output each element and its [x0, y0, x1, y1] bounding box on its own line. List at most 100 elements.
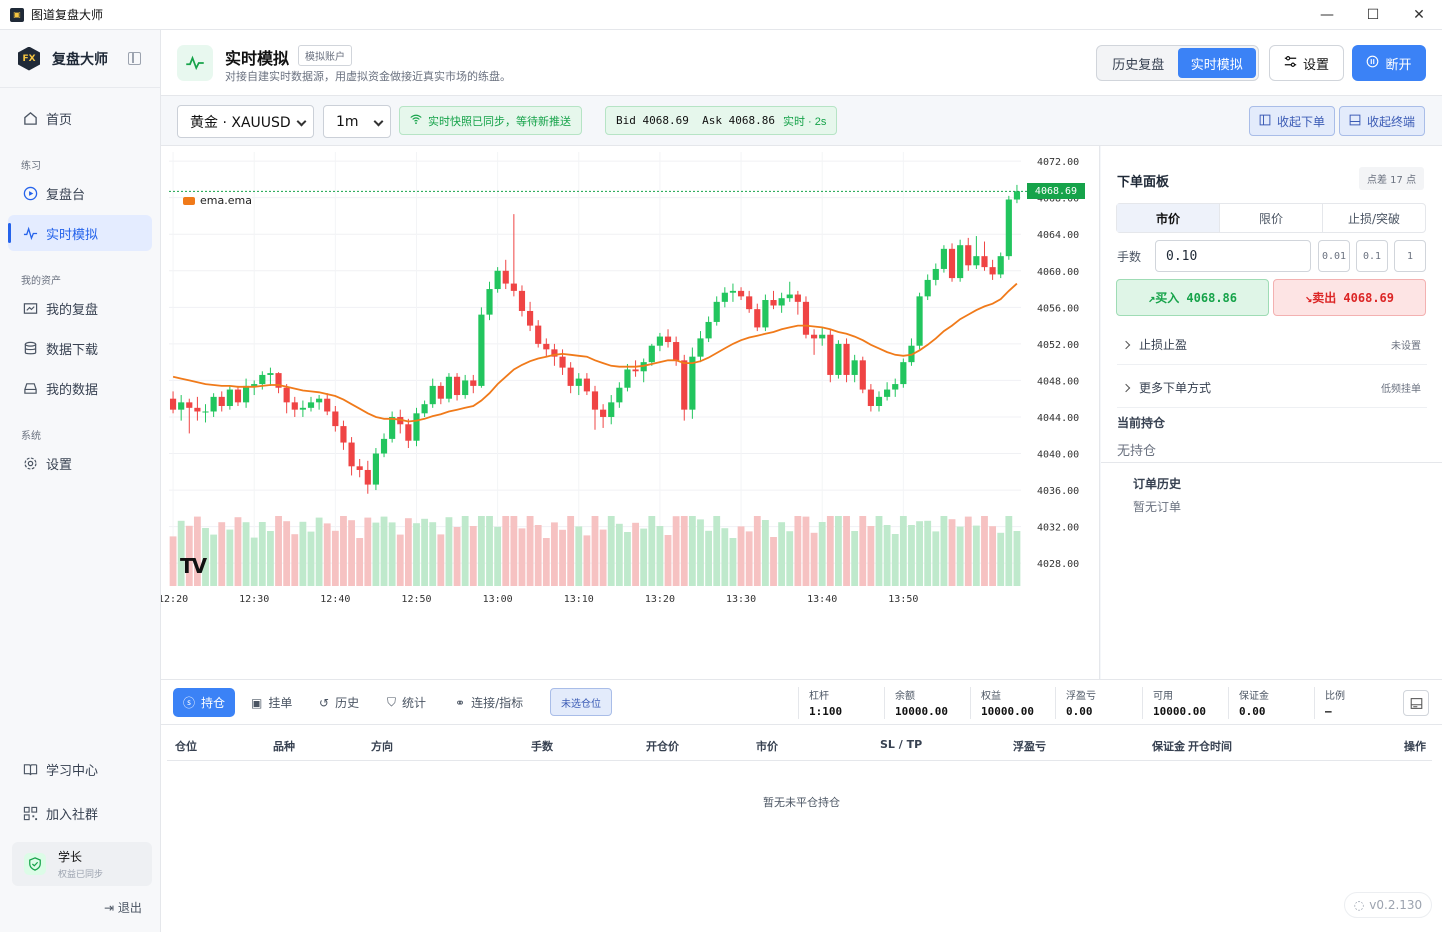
- tab-positions[interactable]: ⓢ 持仓: [173, 688, 236, 717]
- volume-bar: [218, 522, 226, 586]
- section-system: 系统: [21, 431, 41, 442]
- volume-bar: [648, 516, 656, 586]
- volume-bar: [526, 516, 534, 586]
- volume-bar: [453, 527, 461, 586]
- candle-body: [843, 343, 850, 375]
- spread-badge: 点差 17 点: [1359, 167, 1425, 190]
- current-position-title: 当前持仓: [1117, 416, 1166, 430]
- sidebar-item-settings[interactable]: 设置: [8, 445, 152, 481]
- volume-bar: [989, 526, 997, 586]
- volume-bar: [364, 517, 372, 586]
- volume-bar: [956, 526, 964, 586]
- tab-connect[interactable]: ⚭ 连接/指标: [445, 688, 533, 717]
- layout-icon[interactable]: [1403, 690, 1429, 716]
- maximize-button[interactable]: ☐: [1366, 7, 1380, 23]
- volume-bar: [688, 516, 696, 586]
- mode-history-button[interactable]: 历史复盘: [1112, 57, 1165, 73]
- ema-line: [172, 282, 1018, 423]
- tab-label: 连接/指标: [471, 696, 524, 710]
- candle-body: [243, 385, 250, 403]
- sidebar-item-my-replays[interactable]: 我的复盘: [8, 290, 152, 326]
- lot-step-001-button[interactable]: 0.01: [1318, 240, 1350, 272]
- order-history-empty: 暂无订单: [1133, 500, 1182, 514]
- collapse-order-button[interactable]: 收起下单: [1249, 106, 1335, 136]
- candle-body: [681, 360, 688, 410]
- volume-bar: [226, 529, 234, 586]
- candle-body: [754, 309, 761, 328]
- logout-button[interactable]: ⇥ 退出: [104, 899, 142, 916]
- buy-button[interactable]: ↗买入 4068.86: [1116, 279, 1269, 316]
- user-name: 学长: [58, 850, 83, 864]
- lot-input[interactable]: 0.10: [1155, 240, 1311, 272]
- sidebar-item-replay[interactable]: 复盘台: [8, 175, 152, 211]
- volume-bar: [705, 530, 713, 586]
- column-header: 操作: [1404, 740, 1426, 753]
- window-icon: ▣: [251, 695, 263, 710]
- volume-bar: [599, 529, 607, 586]
- minimize-button[interactable]: —: [1320, 7, 1334, 23]
- volume-bar: [916, 521, 923, 586]
- settings-button[interactable]: 设置: [1269, 45, 1344, 81]
- volume-bar: [421, 518, 429, 586]
- mode-live-button[interactable]: 实时模拟: [1177, 48, 1256, 78]
- close-button[interactable]: ✕: [1413, 7, 1425, 23]
- ask-value: 4068.86: [728, 114, 775, 127]
- tab-market[interactable]: 市价: [1117, 204, 1220, 232]
- price-chart[interactable]: 4072.00 4068.00 4064.00 4060.00 4056.00 4052.…: [161, 146, 1100, 679]
- volume-bar: [307, 531, 315, 586]
- sell-button[interactable]: ↘卖出 4068.69: [1273, 279, 1426, 316]
- column-header: 方向: [371, 740, 393, 753]
- volume-bar: [356, 538, 364, 586]
- candle-body: [445, 376, 453, 399]
- volume-bar: [1005, 516, 1013, 586]
- candle-body: [1005, 199, 1012, 257]
- lot-step-1-button[interactable]: 1: [1394, 240, 1426, 272]
- candle-body: [859, 360, 866, 390]
- tab-history[interactable]: ↺ 历史: [309, 688, 369, 717]
- volume-bar: [851, 531, 859, 586]
- volume-bar: [753, 516, 761, 586]
- stat-label: 杠杆: [809, 691, 829, 702]
- column-header: 保证金: [1152, 740, 1185, 753]
- user-card[interactable]: 学长 权益已同步: [12, 842, 152, 886]
- disconnect-button[interactable]: 断开: [1352, 45, 1426, 81]
- candle-body: [689, 356, 696, 410]
- volume-bar: [331, 530, 339, 586]
- sidebar-item-my-data[interactable]: 我的数据: [8, 370, 152, 406]
- sidebar-item-label: 首页: [46, 112, 73, 128]
- chart-canvas[interactable]: 4072.00 4068.00 4064.00 4060.00 4056.00 4052.…: [161, 146, 1100, 679]
- volume-bar: [997, 532, 1005, 586]
- sidebar-item-home[interactable]: 首页: [8, 100, 152, 136]
- volume-bar: [380, 516, 388, 586]
- sidebar-item-label: 我的复盘: [46, 302, 99, 318]
- sltp-row[interactable]: 止损止盈 未设置: [1117, 325, 1427, 365]
- order-type-tabs: 市价 限价 止损/突破: [1116, 203, 1426, 233]
- lot-step-01-button[interactable]: 0.1: [1356, 240, 1388, 272]
- more-orders-row[interactable]: 更多下单方式 低频挂单: [1117, 368, 1427, 408]
- symbol-select[interactable]: 黄金 · XAUUSD: [177, 105, 314, 138]
- volume-bar: [551, 522, 558, 586]
- collapse-terminal-button[interactable]: 收起终端: [1339, 106, 1425, 136]
- timeframe-value: 1m: [336, 113, 359, 130]
- sidebar-collapse-icon[interactable]: [128, 52, 141, 65]
- ema-swatch: [183, 196, 195, 205]
- terminal-panel: ⓢ 持仓 ▣ 挂单 ↺ 历史 ⛉ 统计 ⚭ 连接/指标 未选仓位 杠杆 1:100…: [161, 679, 1442, 932]
- volume-bar: [891, 534, 899, 586]
- volume-bar: [940, 516, 948, 586]
- candle-body: [316, 398, 323, 403]
- sidebar-item-community[interactable]: 加入社群: [8, 795, 152, 831]
- column-header: 品种: [273, 740, 295, 753]
- sidebar-item-data-download[interactable]: 数据下载: [8, 330, 152, 366]
- sidebar-item-live-sim[interactable]: 实时模拟: [8, 215, 152, 251]
- shield-check-icon: [24, 853, 46, 875]
- tab-stop[interactable]: 止损/突破: [1347, 211, 1401, 226]
- sidebar-item-learning[interactable]: 学习中心: [8, 751, 152, 787]
- candle-body: [332, 411, 339, 427]
- tab-limit[interactable]: 限价: [1220, 204, 1323, 232]
- ask-label: Ask: [702, 114, 722, 127]
- drive-icon: [22, 380, 38, 396]
- tab-pending[interactable]: ▣ 挂单: [241, 688, 302, 717]
- timeframe-select[interactable]: 1m: [323, 105, 391, 138]
- tab-stats[interactable]: ⛉ 统计: [377, 688, 436, 717]
- volume-bar: [867, 526, 875, 586]
